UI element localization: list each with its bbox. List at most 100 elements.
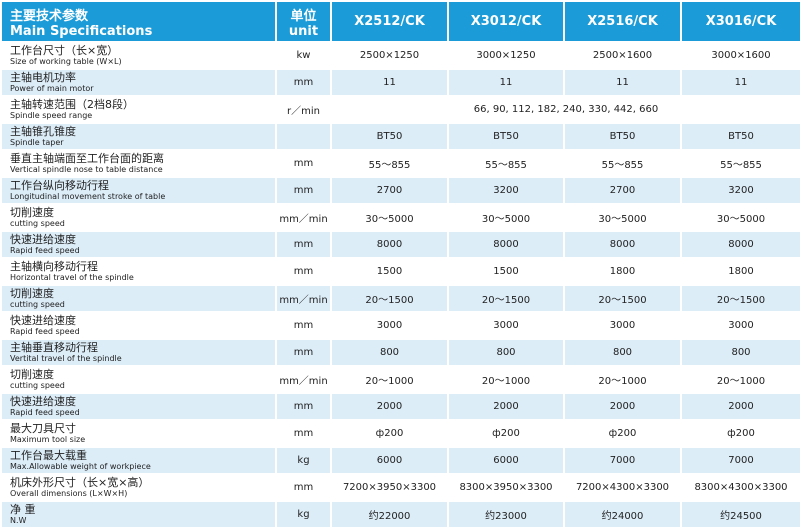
value-cell: 7000 — [563, 446, 682, 475]
spec-label: 垂直主轴端面至工作台面的距离 Vertical spindle nose to t… — [0, 149, 277, 178]
spec-cn: 主轴锥孔锥度 — [10, 124, 76, 138]
value-cell: ф200 — [330, 419, 449, 448]
value-cell: 3000 — [447, 311, 565, 340]
unit-cell: mm — [275, 473, 332, 502]
value-cell: 1500 — [330, 257, 449, 286]
value-cell: 约24000 — [563, 500, 682, 529]
spec-cn: 工作台最大载重 — [10, 448, 87, 462]
unit-text: kw — [296, 50, 311, 61]
value-cell: 3000 — [680, 311, 800, 340]
spec-cn: 机床外形尺寸（长×宽×高） — [10, 475, 150, 489]
model-header: X2512/CK — [330, 0, 449, 43]
header-row: 主要技术参数 Main Specifications 单位 unit X2512/C… — [0, 0, 800, 43]
value-cell: 3200 — [447, 176, 565, 205]
spec-cn: 切削速度 — [10, 367, 54, 381]
value-cell: 2700 — [563, 176, 682, 205]
spec-en: Vertical spindle nose to table distance — [10, 164, 163, 174]
spec-row: 机床外形尺寸（长×宽×高） Overall dimensions (L×W×H) m… — [0, 473, 800, 502]
spec-cn: 工作台纵向移动行程 — [10, 178, 109, 192]
spec-cn: 净 重 — [10, 502, 36, 516]
spec-cn: 主轴横向移动行程 — [10, 259, 98, 273]
unit-text: mm — [293, 347, 314, 358]
unit-cell: mm — [275, 338, 332, 367]
spec-cn: 切削速度 — [10, 205, 54, 219]
spec-label: 净 重 N.W — [0, 500, 277, 529]
value-cell: 8300×3950×3300 — [447, 473, 565, 502]
value-cell: 3200 — [680, 176, 800, 205]
title-cell: 主要技术参数 Main Specifications — [0, 0, 277, 43]
value-cell: 20～1500 — [447, 284, 565, 313]
value-cell: 30～5000 — [330, 203, 449, 232]
value-cell: BT50 — [330, 122, 449, 151]
unit-text: r／min — [287, 106, 320, 117]
unit-cell: mm／min — [275, 284, 332, 313]
value-cell: 3000×1250 — [447, 41, 565, 70]
spec-row: 主轴电机功率 Power of main motor mm 11 11 11 11 — [0, 68, 800, 97]
spec-row: 最大刀具尺寸 Maximum tool size mm ф200 ф200 ф200 ф20… — [0, 419, 800, 448]
unit-cell: kg — [275, 446, 332, 475]
value-cell: 55～855 — [563, 149, 682, 178]
spec-label: 主轴转速范围（2档8段） Spindle speed range — [0, 95, 277, 124]
unit-cell: mm — [275, 311, 332, 340]
spec-en: Rapid feed speed — [10, 326, 80, 336]
unit-text: mm — [293, 239, 314, 250]
spec-en: Rapid feed speed — [10, 245, 80, 255]
unit-cell — [275, 122, 332, 151]
spec-label: 切削速度 cutting speed — [0, 284, 277, 313]
spec-en: cutting speed — [10, 299, 65, 309]
value-cell: 11 — [447, 68, 565, 97]
spec-label: 主轴垂直移动行程 Vertital travel of the spindle — [0, 338, 277, 367]
spec-row: 垂直主轴端面至工作台面的距离 Vertical spindle nose to t… — [0, 149, 800, 178]
value-cell: 7200×3950×3300 — [330, 473, 449, 502]
unit-cell: mm — [275, 68, 332, 97]
spec-row: 主轴垂直移动行程 Vertital travel of the spindle mm… — [0, 338, 800, 367]
table-body: 工作台尺寸（长×宽） Size of working table (W×L) kw 2… — [0, 41, 800, 529]
value-cell: 30～5000 — [447, 203, 565, 232]
value-cell: 20～1000 — [680, 365, 800, 394]
spec-en: Rapid feed speed — [10, 407, 80, 417]
title-cn: 主要技术参数 — [10, 8, 89, 24]
spec-en: cutting speed — [10, 380, 65, 390]
value-cell: 20～1500 — [680, 284, 800, 313]
unit-text: mm／min — [279, 295, 328, 306]
spec-cn: 切削速度 — [10, 286, 54, 300]
unit-text: mm — [293, 266, 314, 277]
spec-row: 工作台纵向移动行程 Longitudinal movement stroke of… — [0, 176, 800, 205]
model-header: X3012/CK — [447, 0, 565, 43]
spec-cn: 垂直主轴端面至工作台面的距离 — [10, 151, 164, 165]
value-cell: 20～1000 — [330, 365, 449, 394]
unit-en: unit — [288, 23, 319, 39]
spec-en: Size of working table (W×L) — [10, 56, 122, 66]
spec-en: Maximum tool size — [10, 434, 86, 444]
unit-text: mm — [293, 185, 314, 196]
value-cell: 11 — [680, 68, 800, 97]
spec-label: 切削速度 cutting speed — [0, 365, 277, 394]
unit-text: mm — [293, 428, 314, 439]
value-cell: 20～1500 — [330, 284, 449, 313]
value-cell: 2000 — [330, 392, 449, 421]
spec-row: 切削速度 cutting speed mm／min 30～5000 30～5000 30～… — [0, 203, 800, 232]
value-cell: 8000 — [447, 230, 565, 259]
value-cell: 8000 — [680, 230, 800, 259]
spec-row: 工作台尺寸（长×宽） Size of working table (W×L) kw 2… — [0, 41, 800, 70]
spec-cn: 主轴垂直移动行程 — [10, 340, 98, 354]
value-cell: 7000 — [680, 446, 800, 475]
unit-cell: kw — [275, 41, 332, 70]
spec-cn: 快速进给速度 — [10, 313, 76, 327]
spec-en: Longitudinal movement stroke of table — [10, 191, 166, 201]
value-cell: 800 — [330, 338, 449, 367]
unit-text: mm／min — [279, 214, 328, 225]
value-cell: 55～855 — [330, 149, 449, 178]
unit-text: mm — [293, 77, 314, 88]
spec-label: 最大刀具尺寸 Maximum tool size — [0, 419, 277, 448]
spec-label: 快速进给速度 Rapid feed speed — [0, 230, 277, 259]
value-cell: 3000 — [330, 311, 449, 340]
spec-cn: 最大刀具尺寸 — [10, 421, 76, 435]
spec-cn: 快速进给速度 — [10, 394, 76, 408]
unit-text: mm — [293, 401, 314, 412]
value-cell: 1800 — [680, 257, 800, 286]
unit-cell: mm — [275, 149, 332, 178]
value-cell: 20～1500 — [563, 284, 682, 313]
value-cell: 800 — [447, 338, 565, 367]
value-cell: 约23000 — [447, 500, 565, 529]
